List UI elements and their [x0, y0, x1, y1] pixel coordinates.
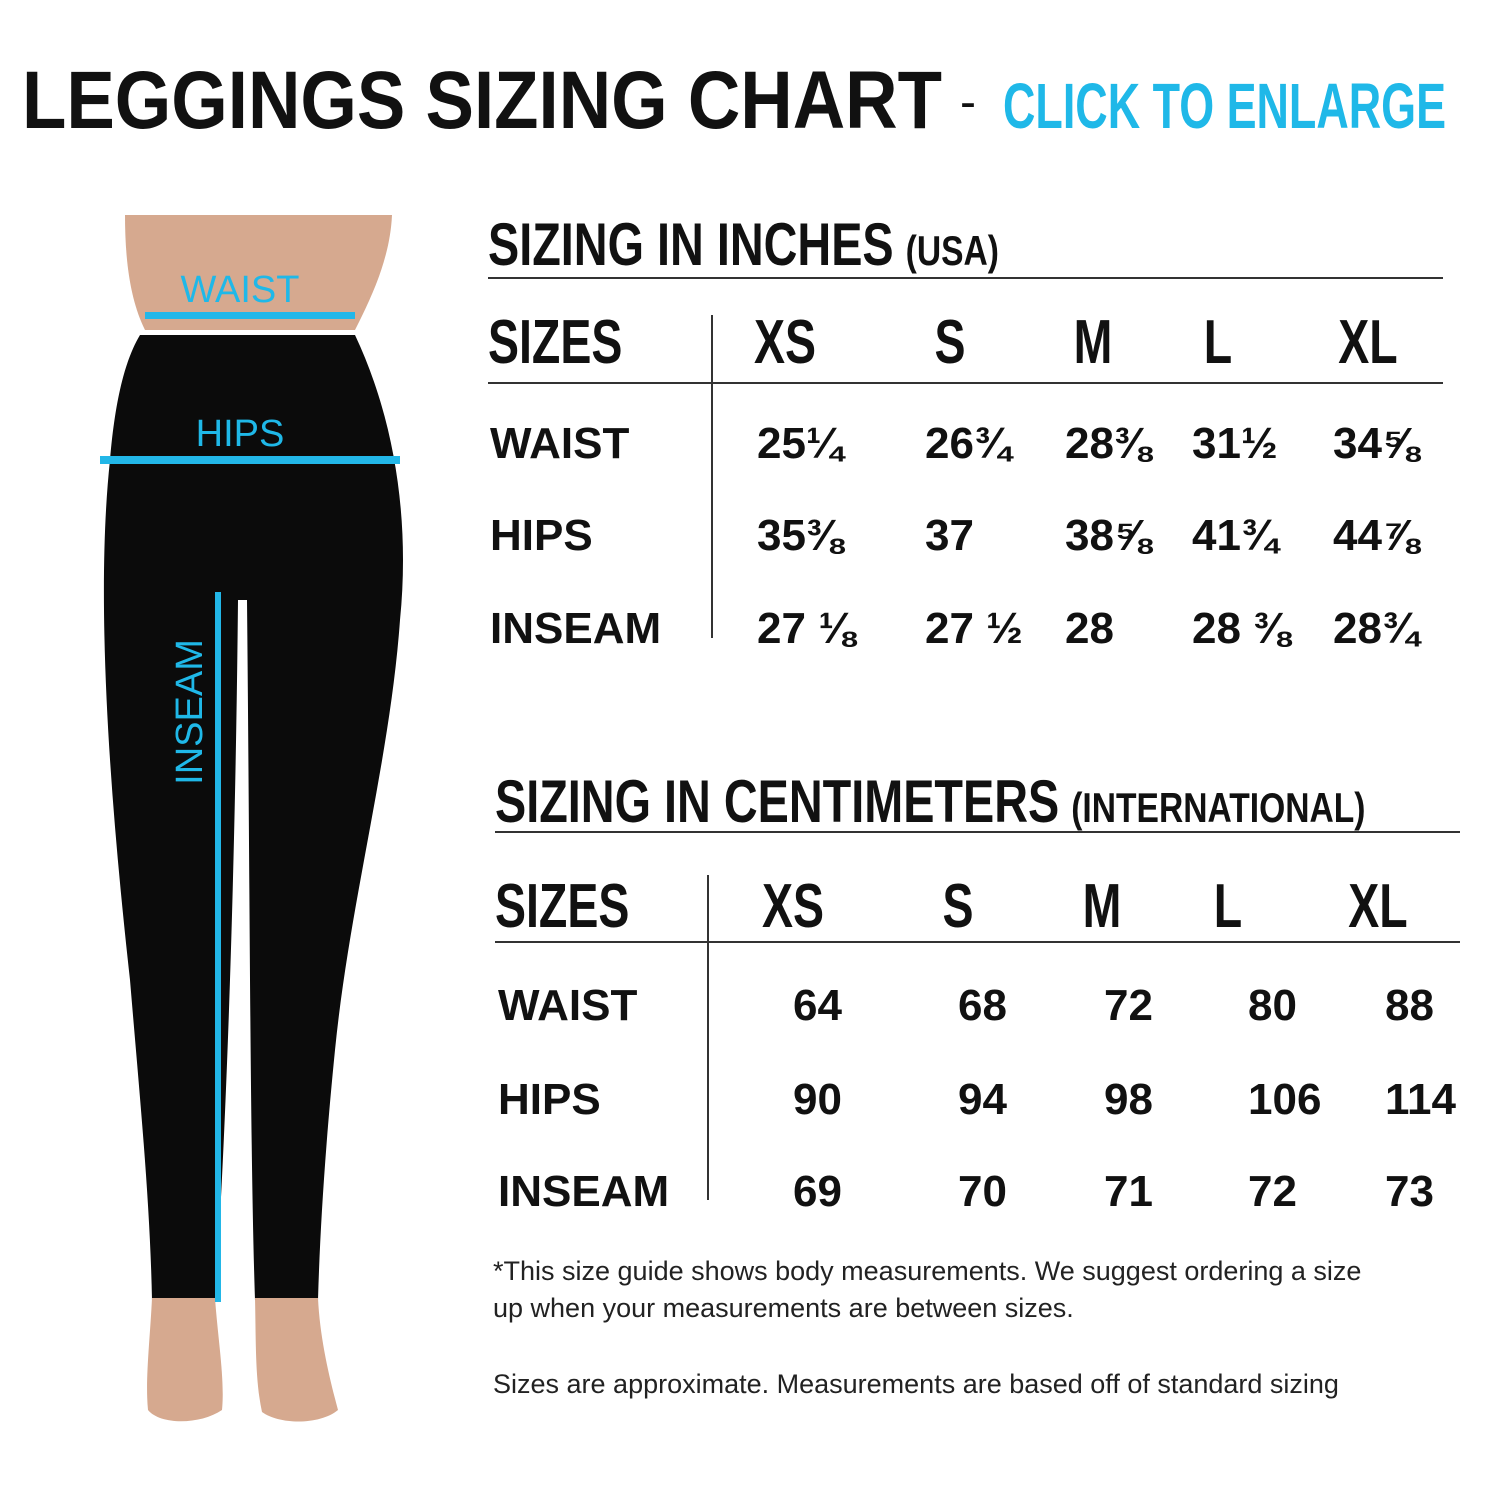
cell-value: 68 — [958, 981, 1007, 1030]
left-foot — [147, 1298, 223, 1422]
row-label: WAIST — [490, 419, 629, 468]
waist-line — [145, 312, 355, 319]
cell-value: 73 — [1385, 1167, 1434, 1216]
table-subtitle: (USA) — [906, 227, 999, 274]
note: Sizes are approximate. Measurements are … — [493, 1369, 1339, 1399]
cell-value: 28 — [1065, 604, 1114, 653]
row-label: HIPS — [498, 1075, 601, 1124]
cell-value: 94 — [958, 1075, 1007, 1124]
cell-value: 44⅞ — [1333, 511, 1422, 560]
column-header: SIZES — [488, 308, 622, 377]
column-header: S — [934, 308, 965, 377]
column-header: S — [942, 872, 973, 941]
column-header: XL — [1348, 872, 1407, 941]
column-header: L — [1214, 872, 1242, 941]
separator: - — [960, 76, 976, 129]
cell-value: 27 ½ — [925, 604, 1023, 653]
cell-value: 64 — [793, 981, 842, 1030]
inseam-label: INSEAM — [169, 639, 211, 785]
cell-value: 25¼ — [757, 419, 846, 468]
table-subtitle: (INTERNATIONAL) — [1071, 784, 1365, 831]
cell-value: 28⅜ — [1065, 419, 1154, 468]
torso — [125, 215, 392, 330]
cell-value: 28 ⅜ — [1192, 604, 1293, 653]
hips-line — [100, 456, 400, 464]
note: up when your measurements are between si… — [493, 1293, 1074, 1323]
row-label: WAIST — [498, 981, 637, 1030]
enlarge-link[interactable]: CLICK TO ENLARGE — [1003, 70, 1446, 142]
leggings — [103, 335, 403, 1300]
table-title: SIZING IN CENTIMETERS — [495, 768, 1059, 835]
cell-value: 31½ — [1192, 419, 1278, 468]
cell-value: 27 ⅛ — [757, 604, 858, 653]
cell-value: 106 — [1248, 1075, 1321, 1124]
cell-value: 70 — [958, 1167, 1007, 1216]
waist-label: WAIST — [181, 269, 300, 311]
figure: WAIST HIPS INSEAM — [100, 215, 403, 1422]
cell-value: 28¾ — [1333, 604, 1422, 653]
table-title: SIZING IN INCHES — [488, 211, 894, 278]
cell-value: 38⅝ — [1065, 511, 1154, 560]
note: *This size guide shows body measurements… — [493, 1256, 1361, 1286]
cell-value: 37 — [925, 511, 974, 560]
cell-value: 80 — [1248, 981, 1297, 1030]
cell-value: 90 — [793, 1075, 842, 1124]
column-header: L — [1204, 308, 1232, 377]
column-header: XS — [754, 308, 816, 377]
cell-value: 72 — [1104, 981, 1153, 1030]
column-header: XS — [762, 872, 824, 941]
inseam-line — [215, 592, 221, 1302]
cell-value: 71 — [1104, 1167, 1153, 1216]
column-header: M — [1083, 872, 1122, 941]
cell-value: 72 — [1248, 1167, 1297, 1216]
hips-label: HIPS — [196, 413, 285, 455]
cell-value: 26¾ — [925, 419, 1014, 468]
cell-value: 88 — [1385, 981, 1434, 1030]
cell-value: 98 — [1104, 1075, 1153, 1124]
row-label: INSEAM — [490, 604, 661, 653]
cell-value: 114 — [1385, 1075, 1457, 1124]
column-header: XL — [1338, 308, 1397, 377]
row-label: HIPS — [490, 511, 593, 560]
cell-value: 69 — [793, 1167, 842, 1216]
cell-value: 35⅜ — [757, 511, 846, 560]
cell-value: 41¾ — [1192, 511, 1281, 560]
right-foot — [255, 1298, 338, 1422]
column-header: M — [1074, 308, 1113, 377]
column-header: SIZES — [495, 872, 629, 941]
row-label: INSEAM — [498, 1167, 669, 1216]
cell-value: 34⅝ — [1333, 419, 1422, 468]
title: LEGGINGS SIZING CHART — [22, 55, 942, 146]
